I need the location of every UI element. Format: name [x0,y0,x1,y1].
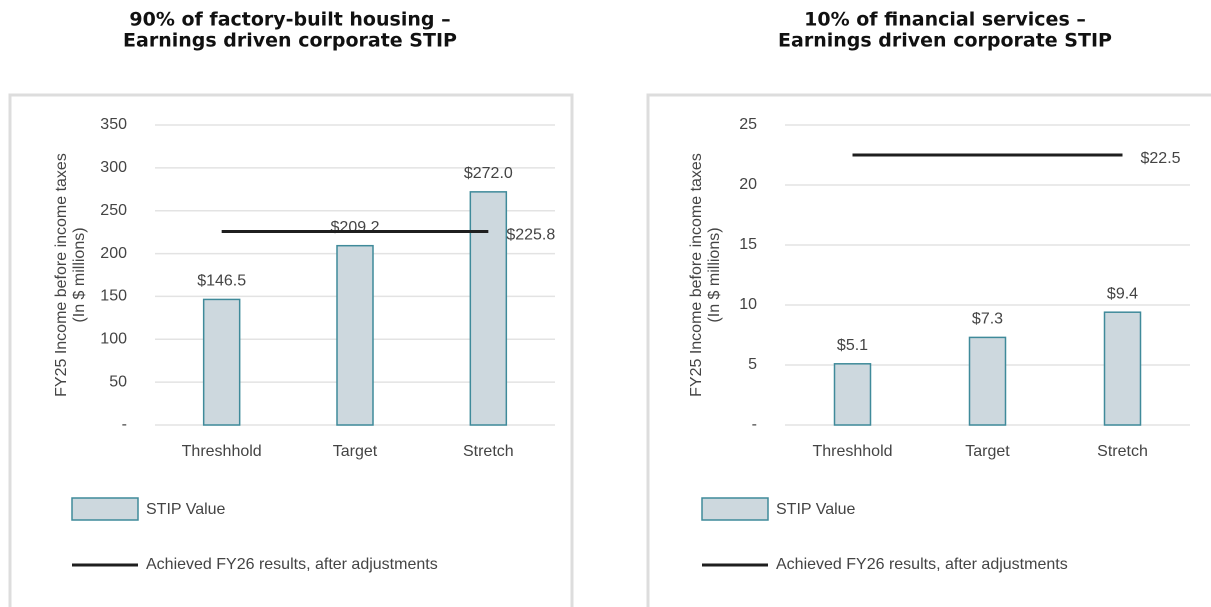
y-tick-label: 15 [739,236,757,253]
x-tick-label: Threshhold [812,443,892,460]
x-tick-label: Target [333,443,378,460]
x-tick-label: Threshhold [182,443,262,460]
panel [646,93,1211,607]
data-label: $9.4 [1107,285,1138,302]
data-label: $7.3 [972,311,1003,328]
y-tick-label: - [752,416,757,433]
y-tick-label: 25 [739,116,757,133]
panel [8,93,574,607]
chart-title: Earnings driven corporate STIP [778,30,1112,52]
data-label: $5.1 [837,337,868,354]
reference-label: $22.5 [1141,150,1181,167]
y-tick-label: 20 [739,176,757,193]
bar [336,244,374,426]
x-tick-label: Stretch [1097,443,1148,460]
bar [469,191,508,426]
chart-title: 10% of financial services – [804,9,1086,31]
chart-title: 90% of factory-built housing – [129,9,450,31]
y-tick-label: 100 [100,331,127,348]
y-tick-label: 250 [100,202,127,219]
y-tick-label: - [122,416,127,433]
legend-swatch [71,497,139,521]
y-axis-label: FY25 Income before income taxes [53,153,70,397]
legend-label: STIP Value [146,501,226,518]
bar [202,298,241,426]
bar [833,363,872,426]
x-tick-label: Stretch [463,443,514,460]
y-tick-label: 10 [739,296,757,313]
y-tick-label: 300 [100,159,127,176]
data-label: $146.5 [197,273,246,290]
bar [968,336,1007,426]
y-tick-label: 5 [748,356,757,373]
y-axis-label: (In $ millions) [71,227,88,322]
y-axis-label: (In $ millions) [706,227,723,322]
reference-label: $225.8 [506,227,555,244]
y-tick-label: 50 [109,373,127,390]
legend-label: STIP Value [776,501,856,518]
chart-title: Earnings driven corporate STIP [123,30,457,52]
bar [1103,311,1142,426]
legend-label: Achieved FY26 results, after adjustments [146,556,438,573]
legend-swatch [701,497,769,521]
legend-label: Achieved FY26 results, after adjustments [776,556,1068,573]
y-tick-label: 150 [100,288,127,305]
y-tick-label: 350 [100,116,127,133]
x-tick-label: Target [965,443,1010,460]
y-axis-label: FY25 Income before income taxes [688,153,705,397]
y-tick-label: 200 [100,245,127,262]
data-label: $272.0 [464,165,513,182]
data-label: $209.2 [331,219,380,236]
